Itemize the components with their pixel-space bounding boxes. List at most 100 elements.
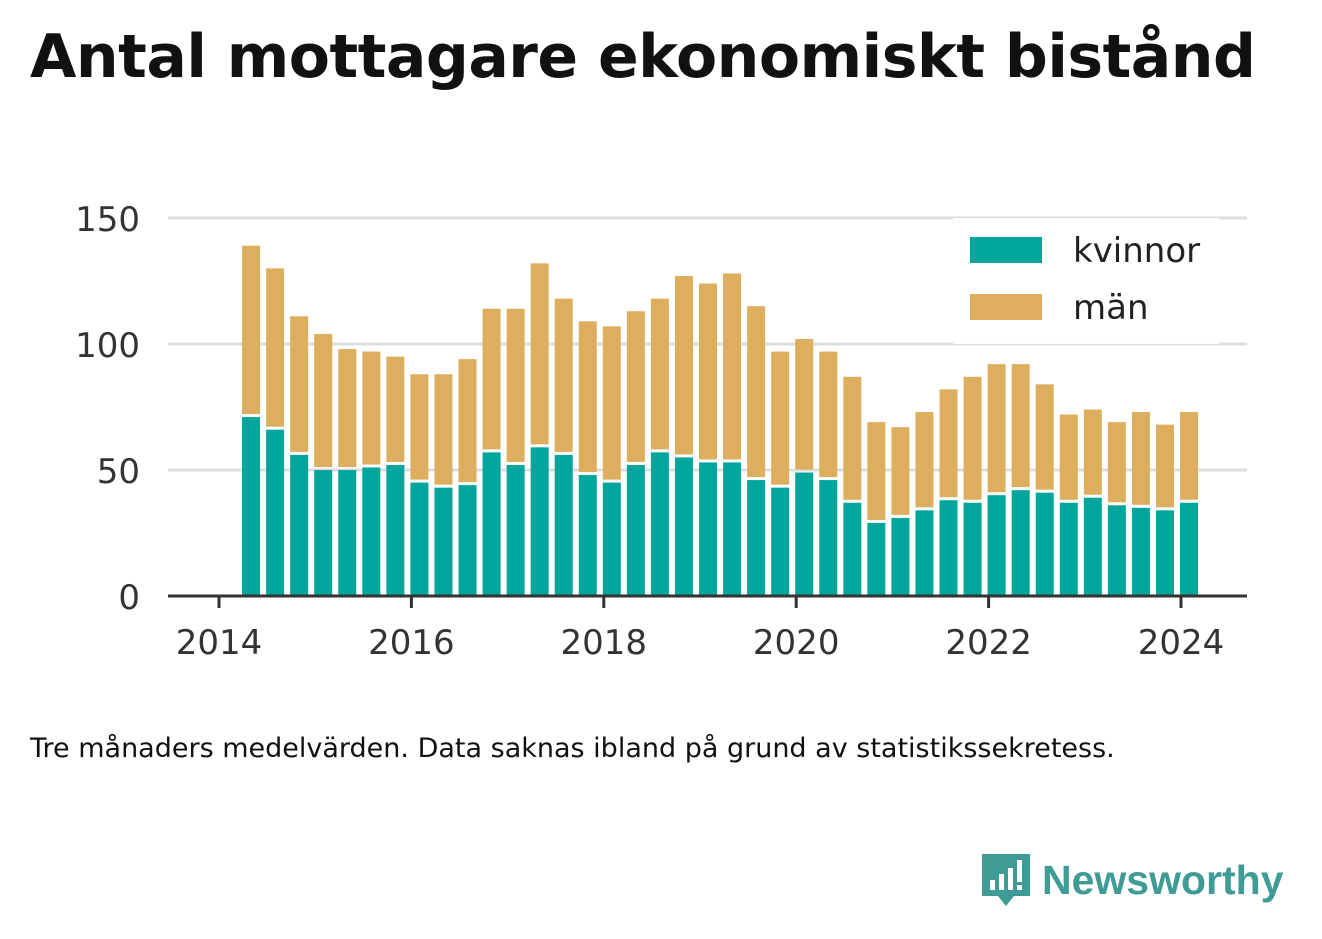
bar-kvinnor-2022-05 (1011, 490, 1030, 596)
bar-kvinnor-2021-08 (939, 500, 958, 596)
chart-title: Antal mottagare ekonomiskt bistånd (30, 22, 1256, 92)
bar-man-2018-05 (626, 311, 645, 462)
bar-man-2021-08 (939, 389, 958, 498)
bar-man-2016-11 (482, 308, 501, 450)
bar-kvinnor-2021-11 (963, 502, 982, 596)
bar-kvinnor-2015-02 (314, 470, 333, 596)
bar-man-2021-11 (963, 376, 982, 500)
bar-kvinnor-2018-02 (602, 482, 621, 596)
bar-kvinnor-2024-02 (1180, 502, 1199, 596)
bar-man-2020-08 (843, 376, 862, 500)
bar-man-2020-02 (795, 338, 814, 470)
legend: kvinnor män (953, 218, 1219, 344)
bar-man-2023-11 (1155, 424, 1174, 508)
bar-man-2016-08 (458, 359, 477, 483)
bar-man-2018-02 (602, 326, 621, 480)
bar-man-2022-11 (1059, 414, 1078, 500)
bar-man-2015-11 (386, 356, 405, 462)
bar-kvinnor-2022-02 (987, 495, 1006, 596)
bar-kvinnor-2014-05 (242, 417, 261, 596)
bar-kvinnor-2017-05 (530, 447, 549, 596)
bar-man-2024-02 (1180, 412, 1199, 500)
legend-swatch-man (970, 294, 1042, 320)
bar-man-2022-02 (987, 364, 1006, 493)
y-axis-ticks: 0 50 100 150 (75, 200, 140, 618)
bar-kvinnor-2016-02 (410, 482, 429, 596)
bar-kvinnor-2023-08 (1131, 507, 1150, 596)
bar-man-2020-11 (867, 422, 886, 520)
y-tick-label-0: 0 (118, 578, 140, 618)
bar-kvinnor-2019-05 (723, 462, 742, 596)
bar-man-2016-02 (410, 374, 429, 480)
bar-kvinnor-2020-08 (843, 502, 862, 596)
bar-kvinnor-2017-02 (506, 464, 525, 596)
bar-man-2014-08 (266, 268, 285, 427)
bar-kvinnor-2023-11 (1155, 510, 1174, 596)
x-tick-label-2022: 2022 (945, 623, 1032, 663)
bar-kvinnor-2014-11 (290, 454, 309, 596)
bars (242, 245, 1199, 596)
bar-kvinnor-2020-02 (795, 472, 814, 596)
bar-kvinnor-2016-05 (434, 487, 453, 596)
y-tick-label-150: 150 (75, 200, 140, 240)
x-tick-label-2020: 2020 (753, 623, 840, 663)
bar-man-2015-08 (362, 351, 381, 465)
y-tick-label-50: 50 (97, 452, 140, 492)
bar-kvinnor-2014-08 (266, 429, 285, 596)
bar-kvinnor-2016-11 (482, 452, 501, 596)
bar-kvinnor-2023-02 (1083, 497, 1102, 596)
x-axis: 2014 2016 2018 2020 2022 2024 (168, 594, 1247, 663)
bar-kvinnor-2016-08 (458, 485, 477, 596)
legend-label-kvinnor: kvinnor (1073, 231, 1200, 271)
bar-kvinnor-2015-11 (386, 464, 405, 596)
bar-man-2017-05 (530, 263, 549, 445)
bar-man-2021-02 (891, 427, 910, 515)
bar-man-2020-05 (819, 351, 838, 478)
x-tick-label-2018: 2018 (561, 623, 648, 663)
bar-man-2014-05 (242, 245, 261, 415)
bar-man-2022-05 (1011, 364, 1030, 488)
bar-man-2017-02 (506, 308, 525, 462)
bar-kvinnor-2018-11 (674, 457, 693, 596)
x-tick-label-2024: 2024 (1138, 623, 1225, 663)
bar-man-2015-02 (314, 333, 333, 467)
newsworthy-logo-text: Newsworthy (1042, 856, 1284, 903)
bar-man-2018-08 (650, 298, 669, 450)
bar-man-2023-08 (1131, 412, 1150, 505)
newsworthy-logo-icon (982, 854, 1030, 906)
bar-kvinnor-2022-08 (1035, 492, 1054, 596)
bar-kvinnor-2020-05 (819, 480, 838, 596)
bar-man-2023-05 (1107, 422, 1126, 503)
bar-kvinnor-2020-11 (867, 522, 886, 596)
bar-chart: 0 50 100 150 2014 2016 2018 2020 2022 2024 kvinn… (75, 200, 1247, 663)
bar-kvinnor-2017-11 (578, 475, 597, 596)
bar-man-2019-08 (747, 306, 766, 478)
bar-kvinnor-2017-08 (554, 454, 573, 596)
bar-man-2019-02 (699, 283, 718, 460)
bar-kvinnor-2018-08 (650, 452, 669, 596)
x-tick-label-2014: 2014 (176, 623, 263, 663)
bar-kvinnor-2021-02 (891, 517, 910, 596)
bar-man-2015-05 (338, 349, 357, 467)
bar-kvinnor-2018-05 (626, 464, 645, 596)
bar-kvinnor-2019-11 (771, 487, 790, 596)
bar-kvinnor-2015-08 (362, 467, 381, 596)
bar-man-2023-02 (1083, 409, 1102, 495)
bar-kvinnor-2021-05 (915, 510, 934, 596)
newsworthy-logo[interactable]: Newsworthy (980, 850, 1284, 910)
bar-man-2017-08 (554, 298, 573, 452)
bar-man-2018-11 (674, 275, 693, 455)
bar-kvinnor-2022-11 (1059, 502, 1078, 596)
bar-man-2019-11 (771, 351, 790, 485)
bar-man-2017-11 (578, 321, 597, 473)
y-tick-label-100: 100 (75, 326, 140, 366)
bar-kvinnor-2019-02 (699, 462, 718, 596)
bar-man-2019-05 (723, 273, 742, 460)
legend-swatch-kvinnor (970, 237, 1042, 263)
bar-man-2014-11 (290, 316, 309, 452)
bar-kvinnor-2023-05 (1107, 505, 1126, 596)
legend-label-man: män (1073, 288, 1149, 328)
bar-man-2022-08 (1035, 384, 1054, 490)
x-tick-label-2016: 2016 (368, 623, 455, 663)
bar-man-2016-05 (434, 374, 453, 485)
